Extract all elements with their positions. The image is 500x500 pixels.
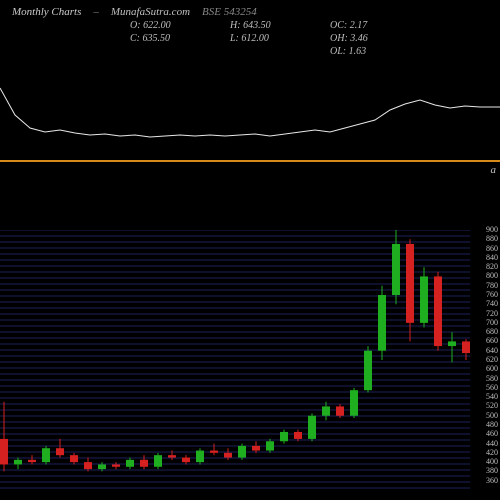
ohlc-oc: OC: 2.17 (330, 20, 400, 31)
marker-a: a (491, 164, 497, 176)
site-link: MunafaSutra.com (111, 6, 190, 18)
ohlc-ol: OL: 1.63 (330, 46, 400, 57)
price-axis: 3603804004204404604805005205405605806006… (470, 230, 498, 490)
header: Monthly Charts – MunafaSutra.com BSE 543… (0, 6, 500, 18)
separator: – (93, 6, 99, 18)
ohlc-l: L: 612.00 (230, 33, 320, 44)
chart-title: Monthly Charts (12, 6, 81, 18)
ohlc-c: C: 635.50 (130, 33, 220, 44)
ohlc-o: O: 622.00 (130, 20, 220, 31)
candle-chart (0, 230, 500, 490)
symbol: BSE 543254 (202, 6, 257, 18)
ohlc-block: O: 622.00 H: 643.50 OC: 2.17 C: 635.50 L… (130, 20, 400, 57)
orange-separator (0, 160, 500, 162)
ohlc-h: H: 643.50 (230, 20, 320, 31)
line-chart (0, 60, 500, 160)
ohlc-oh: OH: 3.46 (330, 33, 400, 44)
